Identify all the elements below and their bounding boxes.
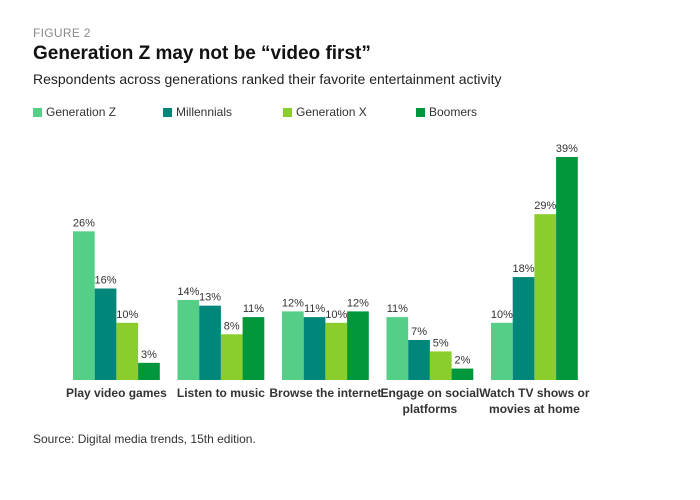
legend-label: Generation Z: [46, 105, 117, 119]
legend-label: Boomers: [429, 105, 478, 119]
data-label: 12%: [347, 297, 369, 309]
bar: [220, 334, 243, 380]
category-label: Listen to music: [177, 386, 265, 400]
legend-swatch: [283, 107, 292, 117]
data-label: 11%: [243, 303, 264, 315]
bar: [325, 322, 348, 380]
chart-title: Generation Z may not be “video first”: [33, 43, 371, 64]
data-label: 11%: [304, 303, 325, 315]
bar: [347, 311, 369, 380]
data-label: 16%: [95, 275, 117, 287]
category-label: Play video games: [66, 386, 167, 400]
legend-label: Generation X: [296, 105, 367, 119]
legend-item-generation-z: Generation Z: [33, 105, 116, 119]
bar: [408, 339, 430, 380]
figure-label: FIGURE 2: [33, 26, 91, 40]
bar: [73, 231, 95, 380]
bar: [491, 322, 513, 380]
data-label: 3%: [141, 349, 157, 361]
legend-swatch: [416, 107, 425, 117]
bar: [177, 299, 200, 380]
legend-item-boomers: Boomers: [416, 105, 477, 119]
category-label: Watch TV shows or: [479, 386, 590, 400]
bar: [116, 322, 139, 380]
bar: [242, 317, 265, 380]
legend-swatch: [33, 107, 42, 117]
data-label: 10%: [116, 309, 138, 321]
bar: [429, 351, 452, 380]
data-label: 11%: [387, 303, 408, 315]
category-label: Browse the internet: [269, 386, 381, 400]
bar: [386, 317, 409, 380]
data-label: 26%: [73, 217, 95, 229]
bar: [512, 277, 535, 380]
data-label: 8%: [224, 320, 240, 332]
bar: [303, 317, 326, 380]
data-label: 12%: [282, 297, 304, 309]
legend-label: Millennials: [176, 105, 233, 119]
category-label: Engage on social: [381, 386, 480, 400]
bar: [94, 288, 117, 380]
bar: [556, 157, 578, 380]
data-label: 2%: [454, 355, 470, 367]
bar: [534, 214, 557, 380]
chart-subtitle: Respondents across generations ranked th…: [33, 71, 502, 87]
data-label: 5%: [433, 337, 449, 349]
data-label: 14%: [177, 286, 199, 298]
legend-item-generation-x: Generation X: [283, 105, 367, 119]
category-label: platforms: [403, 402, 458, 416]
data-label: 7%: [411, 326, 427, 338]
category-label: movies at home: [489, 402, 580, 416]
data-label: 10%: [325, 309, 347, 321]
data-label: 18%: [513, 263, 535, 275]
bar: [282, 311, 304, 380]
data-label: 13%: [199, 292, 221, 304]
bar: [138, 362, 160, 380]
data-label: 29%: [534, 200, 556, 212]
legend-item-millennials: Millennials: [163, 105, 232, 119]
data-label: 10%: [491, 309, 513, 321]
bar: [451, 368, 474, 380]
bar: [199, 305, 221, 380]
data-label: 39%: [556, 143, 578, 155]
source-note: Source: Digital media trends, 15th editi…: [33, 432, 256, 446]
legend-swatch: [163, 107, 172, 117]
